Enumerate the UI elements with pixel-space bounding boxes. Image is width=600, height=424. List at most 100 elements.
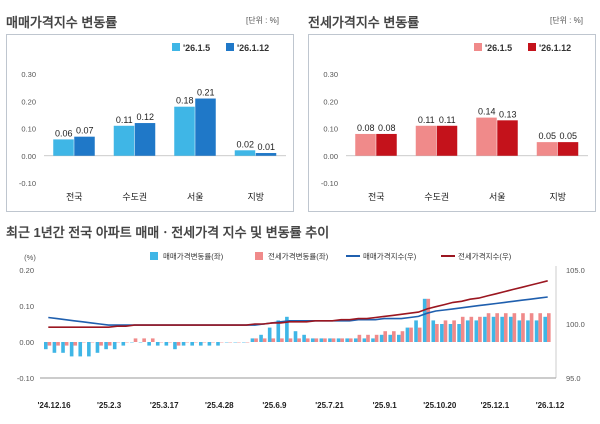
data-label: 0.07 [76, 126, 94, 136]
bar [133, 338, 138, 342]
category-label: 수도권 [424, 191, 449, 202]
bar [69, 342, 74, 357]
bar [112, 342, 117, 350]
x-tick-label: '25.9.1 [373, 401, 398, 410]
bar [348, 338, 353, 342]
bar [478, 316, 482, 342]
bar [543, 316, 548, 342]
bar [379, 334, 384, 342]
bar [422, 298, 427, 342]
bar [288, 338, 293, 342]
legend-label: '26.1.12 [237, 43, 269, 53]
bar [207, 342, 212, 346]
bar [181, 342, 186, 346]
category-label: 서울 [187, 192, 204, 202]
bar [52, 342, 57, 353]
y2-tick-label: 100.0 [566, 320, 585, 329]
bar [271, 338, 276, 342]
bar [259, 334, 263, 342]
legend-label: '26.1.5 [183, 43, 210, 53]
y-tick-label: 0.30 [21, 70, 36, 79]
bar [74, 136, 95, 156]
x-tick-label: '25.4.28 [205, 401, 234, 410]
bar [469, 316, 474, 342]
bar [526, 320, 530, 342]
bar [64, 342, 69, 346]
bar [383, 331, 388, 342]
bar [443, 320, 448, 342]
data-label: 0.21 [197, 88, 215, 98]
y-tick-label: -0.10 [19, 179, 36, 188]
bar [262, 338, 267, 342]
bar [147, 342, 151, 346]
category-label: 서울 [489, 192, 506, 202]
bar [357, 334, 362, 342]
data-label: 0.11 [418, 115, 435, 125]
bar [134, 123, 156, 156]
bar [216, 342, 220, 346]
bar [310, 338, 315, 342]
data-label: 0.12 [136, 112, 154, 122]
bar [440, 324, 444, 342]
bar [457, 324, 461, 342]
bar [397, 334, 401, 342]
bar [392, 331, 396, 342]
bar [415, 125, 437, 156]
y-tick-label: 0.10 [21, 125, 36, 134]
bar [538, 313, 543, 342]
y-tick-label: 0.20 [21, 97, 36, 106]
jeonse-chart-box [308, 34, 596, 212]
bar [267, 327, 272, 342]
bar [460, 316, 465, 342]
x-tick-label: '25.12.1 [481, 401, 510, 410]
y-tick-label: 0.00 [21, 152, 36, 161]
sale-bar-chart: 0.30 0.20 0.10 0.00 -0.10 '26.1.5 '26.1.12 0.06… [19, 43, 286, 202]
bar [362, 338, 367, 342]
data-label: 0.08 [357, 123, 375, 133]
bar [491, 316, 496, 342]
bar [323, 338, 327, 342]
bar [500, 316, 504, 342]
index-line [48, 280, 548, 328]
category-label: 지방 [247, 192, 264, 202]
bar [174, 106, 195, 156]
bar [297, 338, 301, 342]
jeonse-panel-title: 전세가격지수 변동률 [308, 15, 420, 30]
data-label: 0.01 [257, 142, 275, 152]
jeonse-bar-chart: 0.30 0.20 0.10 0.00 -0.10 '26.1.5 '26.1.12 0.08… [321, 43, 588, 202]
jeonse-panel: 전세가격지수 변동률 [단위 : %] 0.30 0.20 0.10 0.00 -0.1… [302, 0, 600, 212]
bar [150, 338, 155, 342]
category-label: 전국 [368, 192, 385, 202]
bar [529, 313, 534, 342]
bar [534, 320, 539, 342]
sale-chart-box [6, 34, 294, 212]
x-tick-label: '24.12.16 [37, 401, 71, 410]
bar [254, 338, 258, 342]
bar [547, 313, 551, 342]
bar [314, 338, 319, 342]
bar [517, 320, 522, 342]
bar [250, 338, 255, 342]
bar [328, 338, 332, 342]
y-tick-label: 0.00 [323, 152, 338, 161]
legend-swatch [474, 43, 482, 51]
bar [486, 313, 491, 342]
bar [431, 320, 436, 342]
bar [465, 320, 470, 342]
bar [73, 342, 78, 346]
y-tick-label: 0.00 [19, 338, 34, 347]
bar [113, 125, 135, 156]
x-tick-label: '26.1.12 [536, 401, 565, 410]
y-tick-label: -0.10 [321, 179, 338, 188]
bar [376, 133, 397, 156]
legend-swatch [255, 252, 263, 260]
sale-panel: 매매가격지수 변동률 [단위 : %] 0.30 0.20 0.10 0.00 -0.1… [0, 0, 296, 212]
bar [142, 338, 146, 342]
bar [508, 316, 513, 342]
bar [198, 342, 203, 346]
data-label: 0.13 [499, 109, 517, 119]
bar [293, 331, 298, 342]
y-tick-label: 0.10 [19, 302, 34, 311]
bar [336, 338, 341, 342]
bar [276, 320, 281, 342]
